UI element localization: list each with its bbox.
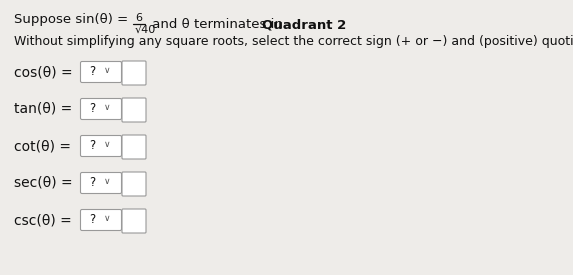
Text: .: . xyxy=(327,18,331,31)
Text: Without simplifying any square roots, select the correct sign (+ or −) and (posi: Without simplifying any square roots, se… xyxy=(14,35,573,48)
Text: ∨: ∨ xyxy=(104,214,111,223)
FancyBboxPatch shape xyxy=(122,61,146,85)
Text: ∨: ∨ xyxy=(104,140,111,149)
Text: cos(θ) =: cos(θ) = xyxy=(14,65,73,79)
Text: √40: √40 xyxy=(135,25,156,35)
Text: csc(θ) =: csc(θ) = xyxy=(14,213,72,227)
FancyBboxPatch shape xyxy=(122,209,146,233)
Text: ?: ? xyxy=(89,65,95,78)
Text: and θ terminates in: and θ terminates in xyxy=(148,18,287,31)
Text: ∨: ∨ xyxy=(104,177,111,186)
Text: ∨: ∨ xyxy=(104,66,111,75)
FancyBboxPatch shape xyxy=(80,62,121,82)
FancyBboxPatch shape xyxy=(122,172,146,196)
Text: ?: ? xyxy=(89,139,95,152)
FancyBboxPatch shape xyxy=(80,172,121,194)
FancyBboxPatch shape xyxy=(122,135,146,159)
Text: Suppose sin(θ) =: Suppose sin(θ) = xyxy=(14,13,132,26)
FancyBboxPatch shape xyxy=(80,136,121,156)
Text: 6: 6 xyxy=(135,13,143,23)
Text: cot(θ) =: cot(θ) = xyxy=(14,139,71,153)
FancyBboxPatch shape xyxy=(80,98,121,120)
Text: ?: ? xyxy=(89,102,95,115)
Text: Quadrant 2: Quadrant 2 xyxy=(262,18,346,31)
Text: sec(θ) =: sec(θ) = xyxy=(14,176,73,190)
Text: ∨: ∨ xyxy=(104,103,111,112)
FancyBboxPatch shape xyxy=(80,210,121,230)
FancyBboxPatch shape xyxy=(122,98,146,122)
Text: tan(θ) =: tan(θ) = xyxy=(14,102,72,116)
Text: ?: ? xyxy=(89,213,95,226)
Text: ?: ? xyxy=(89,176,95,189)
